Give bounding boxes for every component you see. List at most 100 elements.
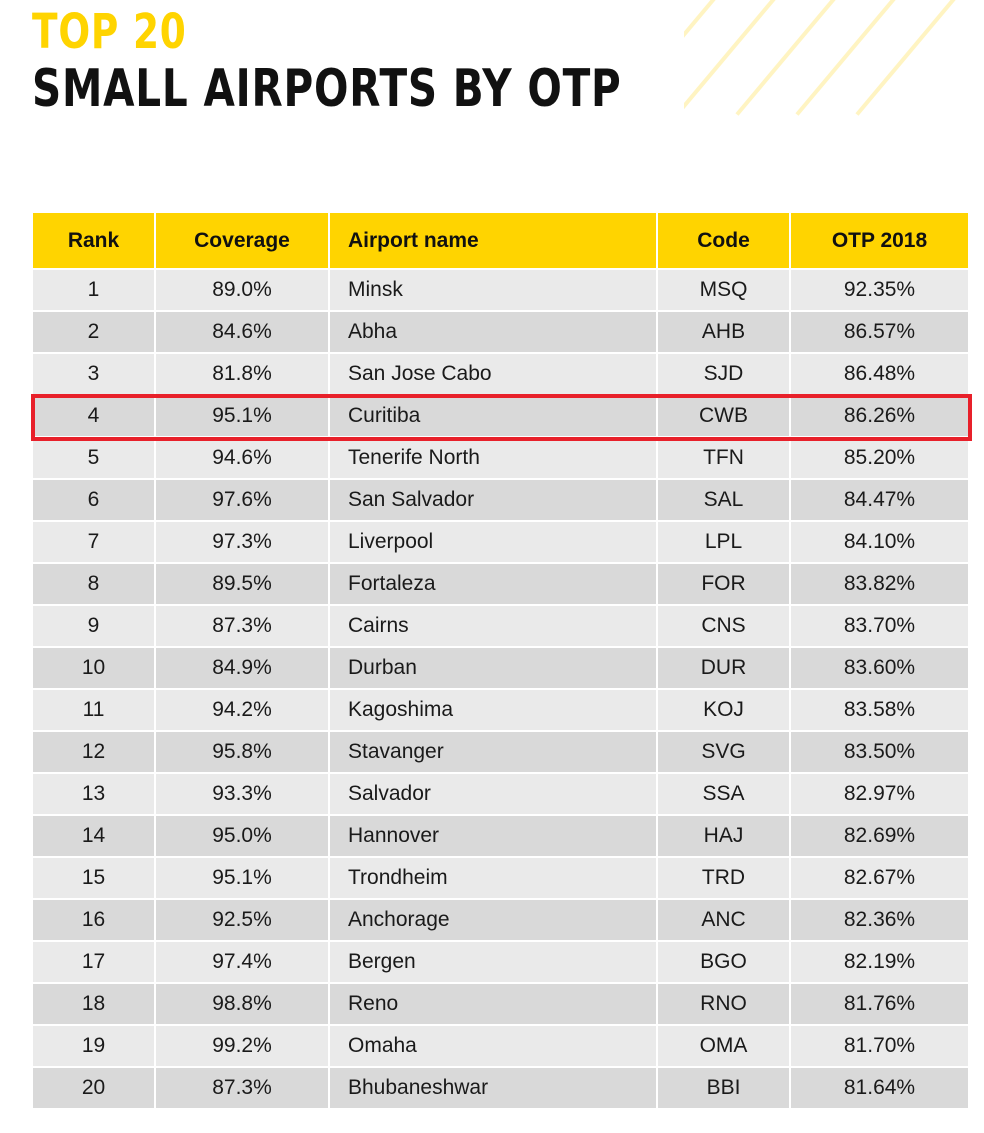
airport-name-cell: Omaha — [330, 1026, 658, 1066]
otp-cell: 85.20% — [791, 438, 968, 478]
coverage-cell: 89.0% — [156, 270, 330, 310]
coverage-cell: 84.6% — [156, 312, 330, 352]
page-title: TOP 20 SMALL AIRPORTS BY OTP — [32, 6, 788, 120]
rank-cell: 7 — [33, 522, 156, 562]
otp-cell: 86.26% — [791, 396, 968, 436]
code-cell: FOR — [658, 564, 791, 604]
airport-name-cell: Stavanger — [330, 732, 658, 772]
coverage-cell: 89.5% — [156, 564, 330, 604]
coverage-cell: 87.3% — [156, 606, 330, 646]
code-cell: ANC — [658, 900, 791, 940]
airport-name-cell: Durban — [330, 648, 658, 688]
code-cell: OMA — [658, 1026, 791, 1066]
rank-cell: 15 — [33, 858, 156, 898]
code-cell: DUR — [658, 648, 791, 688]
rank-cell: 9 — [33, 606, 156, 646]
coverage-cell: 93.3% — [156, 774, 330, 814]
code-cell: LPL — [658, 522, 791, 562]
table-row: 11 94.2% Kagoshima KOJ 83.58% — [33, 690, 968, 732]
table-header-row: Rank Coverage Airport name Code OTP 2018 — [33, 213, 968, 270]
coverage-cell: 99.2% — [156, 1026, 330, 1066]
airport-name-cell: Abha — [330, 312, 658, 352]
coverage-cell: 98.8% — [156, 984, 330, 1024]
coverage-cell: 87.3% — [156, 1068, 330, 1108]
table-row: 8 89.5% Fortaleza FOR 83.82% — [33, 564, 968, 606]
code-cell: TRD — [658, 858, 791, 898]
airport-name-cell: Anchorage — [330, 900, 658, 940]
rank-cell: 3 — [33, 354, 156, 394]
airport-name-cell: Trondheim — [330, 858, 658, 898]
otp-cell: 83.58% — [791, 690, 968, 730]
coverage-cell: 97.3% — [156, 522, 330, 562]
code-cell: AHB — [658, 312, 791, 352]
table-row: 15 95.1% Trondheim TRD 82.67% — [33, 858, 968, 900]
coverage-cell: 94.2% — [156, 690, 330, 730]
code-cell: SSA — [658, 774, 791, 814]
rank-cell: 14 — [33, 816, 156, 856]
otp-cell: 82.19% — [791, 942, 968, 982]
otp-cell: 81.64% — [791, 1068, 968, 1108]
table-row: 18 98.8% Reno RNO 81.76% — [33, 984, 968, 1026]
code-cell: SAL — [658, 480, 791, 520]
airport-name-cell: Hannover — [330, 816, 658, 856]
airport-name-cell: Reno — [330, 984, 658, 1024]
table-row: 3 81.8% San Jose Cabo SJD 86.48% — [33, 354, 968, 396]
coverage-cell: 94.6% — [156, 438, 330, 478]
code-cell: SJD — [658, 354, 791, 394]
airport-name-cell: San Jose Cabo — [330, 354, 658, 394]
rank-cell: 13 — [33, 774, 156, 814]
rank-cell: 11 — [33, 690, 156, 730]
table-body: 1 89.0% Minsk MSQ 92.35% 2 84.6% Abha AHB 86.57% 3… — [33, 270, 968, 1110]
airport-name-cell: Salvador — [330, 774, 658, 814]
otp-cell: 86.48% — [791, 354, 968, 394]
airport-name-cell: Fortaleza — [330, 564, 658, 604]
coverage-cell: 97.6% — [156, 480, 330, 520]
airport-name-cell: Curitiba — [330, 396, 658, 436]
airport-name-cell: Minsk — [330, 270, 658, 310]
coverage-cell: 95.8% — [156, 732, 330, 772]
otp-cell: 83.60% — [791, 648, 968, 688]
rank-cell: 2 — [33, 312, 156, 352]
table-row: 7 97.3% Liverpool LPL 84.10% — [33, 522, 968, 564]
header-rank: Rank — [33, 213, 156, 268]
airport-name-cell: Kagoshima — [330, 690, 658, 730]
airport-name-cell: Cairns — [330, 606, 658, 646]
table-row: 9 87.3% Cairns CNS 83.70% — [33, 606, 968, 648]
airport-name-cell: Bergen — [330, 942, 658, 982]
coverage-cell: 95.1% — [156, 396, 330, 436]
table-row: 5 94.6% Tenerife North TFN 85.20% — [33, 438, 968, 480]
rank-cell: 5 — [33, 438, 156, 478]
code-cell: HAJ — [658, 816, 791, 856]
table-row: 2 84.6% Abha AHB 86.57% — [33, 312, 968, 354]
otp-cell: 83.50% — [791, 732, 968, 772]
header-airport-name: Airport name — [330, 213, 658, 268]
table-row: 1 89.0% Minsk MSQ 92.35% — [33, 270, 968, 312]
rank-cell: 20 — [33, 1068, 156, 1108]
coverage-cell: 81.8% — [156, 354, 330, 394]
code-cell: RNO — [658, 984, 791, 1024]
otp-cell: 82.97% — [791, 774, 968, 814]
otp-cell: 92.35% — [791, 270, 968, 310]
otp-cell: 82.67% — [791, 858, 968, 898]
rank-cell: 10 — [33, 648, 156, 688]
rank-cell: 6 — [33, 480, 156, 520]
code-cell: CNS — [658, 606, 791, 646]
airport-name-cell: San Salvador — [330, 480, 658, 520]
otp-cell: 84.10% — [791, 522, 968, 562]
table-row: 13 93.3% Salvador SSA 82.97% — [33, 774, 968, 816]
rank-cell: 18 — [33, 984, 156, 1024]
table-row: 14 95.0% Hannover HAJ 82.69% — [33, 816, 968, 858]
table-row: 6 97.6% San Salvador SAL 84.47% — [33, 480, 968, 522]
code-cell: BBI — [658, 1068, 791, 1108]
otp-cell: 86.57% — [791, 312, 968, 352]
rank-cell: 12 — [33, 732, 156, 772]
table-row: 16 92.5% Anchorage ANC 82.36% — [33, 900, 968, 942]
table-row: 4 95.1% Curitiba CWB 86.26% — [33, 396, 968, 438]
table-row: 20 87.3% Bhubaneshwar BBI 81.64% — [33, 1068, 968, 1110]
title-subtitle: SMALL AIRPORTS BY OTP — [32, 59, 622, 119]
coverage-cell: 97.4% — [156, 942, 330, 982]
title-top-20: TOP 20 — [32, 4, 187, 60]
otp-cell: 84.47% — [791, 480, 968, 520]
airport-name-cell: Liverpool — [330, 522, 658, 562]
